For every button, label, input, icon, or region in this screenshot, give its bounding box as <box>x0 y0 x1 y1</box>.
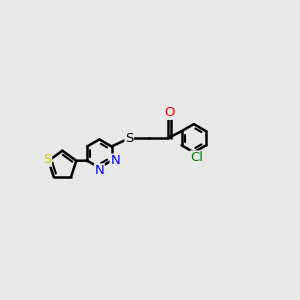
Text: Cl: Cl <box>190 151 203 164</box>
Text: S: S <box>125 132 134 145</box>
Text: N: N <box>94 164 104 177</box>
Text: O: O <box>164 106 175 119</box>
Text: N: N <box>110 154 120 167</box>
Text: S: S <box>43 153 52 166</box>
